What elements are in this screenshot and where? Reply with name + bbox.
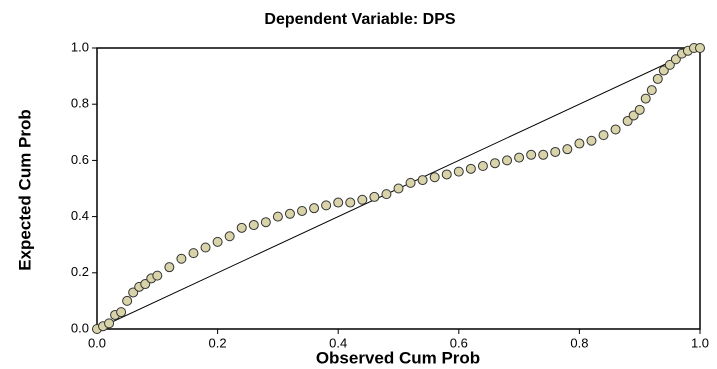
point (526, 149, 537, 160)
point (381, 189, 392, 200)
point (670, 54, 681, 65)
point (640, 93, 651, 104)
point (562, 144, 573, 155)
point (652, 73, 663, 84)
point (248, 220, 259, 231)
point (272, 211, 283, 222)
point (441, 169, 452, 180)
point (489, 158, 500, 169)
point (574, 138, 585, 149)
point (104, 318, 115, 329)
point (140, 279, 151, 290)
point (321, 200, 332, 211)
point (658, 65, 669, 76)
x-tick-label: 0.4 (329, 335, 347, 350)
point (628, 110, 639, 121)
point (188, 248, 199, 259)
y-tick-label: 1.0 (71, 39, 89, 54)
point (664, 59, 675, 70)
point (622, 116, 633, 127)
y-axis-label: Expected Cum Prob (15, 109, 34, 271)
point (550, 146, 561, 157)
point (538, 149, 549, 160)
point (646, 85, 657, 96)
point (429, 172, 440, 183)
point (297, 205, 308, 216)
point (634, 104, 645, 115)
point (260, 217, 271, 228)
point (224, 231, 235, 242)
point (514, 152, 525, 163)
x-tick-label: 0.8 (570, 335, 588, 350)
point (393, 183, 404, 194)
x-tick-label: 1.0 (691, 335, 709, 350)
point (236, 222, 247, 233)
point (405, 177, 416, 188)
point (417, 175, 428, 186)
y-tick-label: 0.8 (71, 96, 89, 111)
point (610, 124, 621, 135)
point (477, 161, 488, 172)
point (345, 197, 356, 208)
point (309, 203, 320, 214)
point (695, 43, 705, 53)
x-tick-label: 0.0 (88, 335, 106, 350)
point (152, 270, 163, 281)
point (284, 208, 295, 219)
point (598, 130, 609, 141)
chart-title: Dependent Variable: DPS (264, 11, 455, 28)
point (369, 191, 380, 202)
y-tick-label: 0.6 (71, 152, 89, 167)
point (122, 295, 133, 306)
plot-frame (96, 47, 701, 330)
point (200, 242, 211, 253)
point (212, 236, 223, 247)
point (586, 135, 597, 146)
point (128, 287, 139, 298)
x-tick-label: 0.2 (209, 335, 227, 350)
point (164, 262, 175, 273)
point (502, 155, 513, 166)
point (116, 307, 127, 318)
x-axis-label: Observed Cum Prob (316, 348, 480, 367)
point (357, 194, 368, 205)
y-tick-label: 0.0 (71, 320, 89, 335)
x-tick-label: 0.6 (450, 335, 468, 350)
point (453, 166, 464, 177)
point (333, 197, 344, 208)
y-tick-label: 0.2 (71, 264, 89, 279)
y-tick-label: 0.4 (71, 208, 89, 223)
point (176, 253, 187, 264)
point (465, 163, 476, 174)
